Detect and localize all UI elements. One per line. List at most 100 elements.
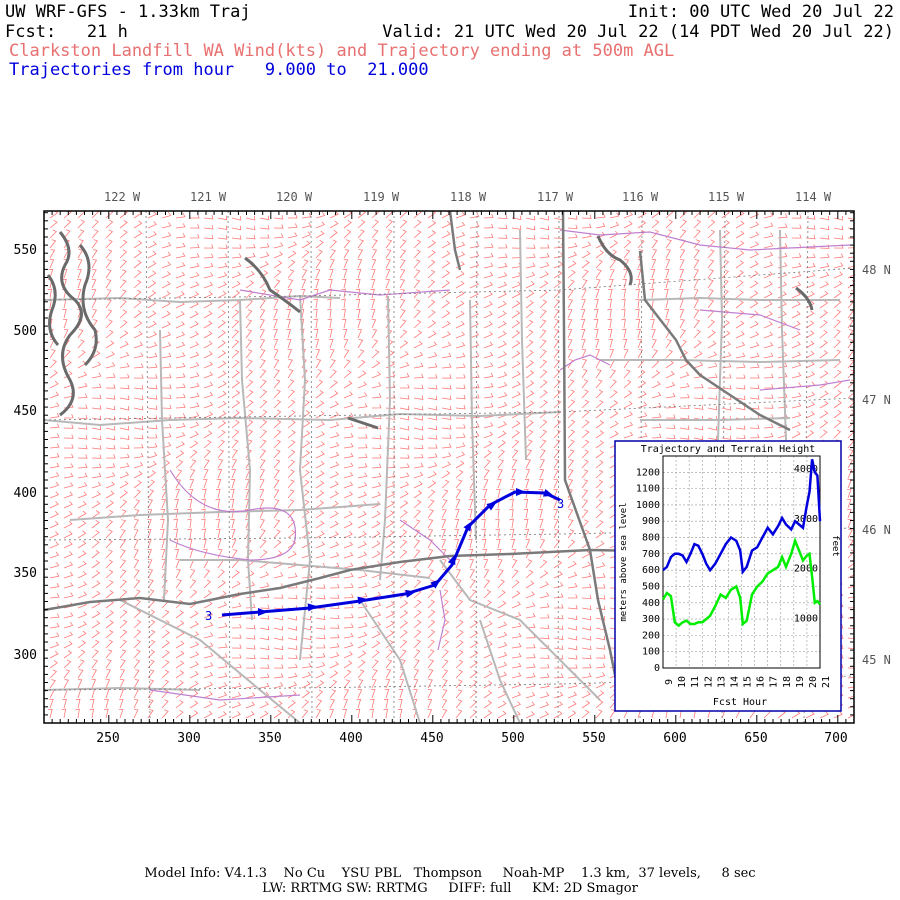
lon-label: 117 W [537, 190, 574, 204]
model-info-line1: Model Info: V4.1.3 No Cu YSU PBL Thompso… [144, 866, 756, 881]
grid-x-label: 600 [663, 731, 686, 746]
trajectory-arrow [405, 589, 416, 598]
bottom-grid-labels: 250 300 350 400 450 500 550 600 650 700 [96, 731, 847, 746]
grid-y-label: 400 [14, 486, 37, 501]
grid-y-label: 450 [14, 404, 37, 419]
inset-left-tick: 900 [642, 516, 660, 527]
grid-x-label: 550 [582, 731, 605, 746]
product-description: Clarkston Landfill WA Wind(kts) and Traj… [9, 41, 675, 61]
grid-y-label: 500 [14, 324, 37, 339]
water-bodies [149, 229, 851, 701]
inset-right-tick: 3000 [794, 514, 818, 525]
inset-left-tick: 800 [642, 533, 660, 544]
lat-label: 47 N [862, 393, 891, 407]
forecast-hour: Fcst: 21 h [5, 22, 128, 42]
inset-left-tick: 200 [642, 630, 660, 641]
inset-right-axis: 1000 2000 3000 4000 [794, 464, 818, 624]
inset-left-tick: 1100 [636, 484, 660, 495]
inset-right-tick: 2000 [794, 564, 818, 575]
trajectory-start-label: 3 [205, 609, 212, 623]
inset-series [661, 459, 822, 628]
lat-label: 48 N [862, 263, 891, 277]
lon-label: 122 W [104, 190, 141, 204]
inset-title: Trajectory and Terrain Height [641, 444, 816, 455]
inset-left-axis: 0 100 200 300 400 500 600 700 800 900 1000 1100 1200 [636, 467, 660, 674]
puget-sound-coastline [46, 231, 814, 430]
inset-ylabel-right: feet [830, 535, 840, 557]
trajectory-arrow [463, 520, 473, 532]
grid-x-label: 300 [177, 731, 200, 746]
inset-series-line [662, 459, 822, 575]
inset-left-tick: 700 [642, 549, 660, 560]
trajectory-end-label: 3 [557, 497, 564, 511]
grid-y-label: 550 [14, 243, 37, 258]
inset-x-tick: 13 [716, 676, 727, 688]
grid-x-label: 650 [744, 731, 767, 746]
inset-x-tick: 12 [703, 676, 714, 688]
lon-label: 120 W [276, 190, 313, 204]
inset-plot-area [662, 455, 821, 669]
inset-x-tick: 14 [729, 676, 740, 688]
trajectory-terrain-inset: Trajectory and Terrain Height 0 100 200 300… [614, 440, 842, 712]
grid-x-label: 350 [258, 731, 281, 746]
inset-x-tick: 17 [769, 676, 780, 688]
inset-x-axis: 9 10 11 12 13 14 15 16 17 18 19 20 21 [664, 676, 832, 688]
model-info-line2: LW: RRTMG SW: RRTMG DIFF: full KM: 2D Sm… [262, 881, 638, 896]
trajectory-arrow [430, 579, 441, 589]
right-latitude-labels: 48 N 47 N 46 N 45 N [862, 263, 891, 667]
lon-label: 119 W [363, 190, 400, 204]
grid-x-label: 700 [824, 731, 847, 746]
inset-right-tick: 1000 [794, 613, 818, 624]
inset-x-tick: 18 [782, 676, 793, 688]
inset-left-tick: 100 [642, 647, 660, 658]
inset-x-tick: 11 [690, 676, 701, 688]
top-longitude-labels: 122 W 121 W 120 W 119 W 118 W 117 W 116 … [104, 190, 832, 204]
inset-left-tick: 500 [642, 581, 660, 592]
inset-left-tick: 300 [642, 614, 660, 625]
inset-xlabel: Fcst Hour [713, 697, 767, 708]
inset-left-tick: 600 [642, 565, 660, 576]
trajectory-arrow [258, 608, 268, 616]
lon-label: 121 W [190, 190, 227, 204]
inset-left-tick: 0 [654, 663, 660, 674]
inset-left-tick: 1200 [636, 467, 660, 478]
lon-label: 118 W [450, 190, 487, 204]
trajectory-arrow [486, 501, 497, 511]
grid-x-label: 250 [96, 731, 119, 746]
lon-label: 116 W [622, 190, 659, 204]
trajectory-arrow [307, 603, 318, 612]
inset-left-tick: 1000 [636, 500, 660, 511]
inset-x-tick: 21 [821, 676, 832, 688]
grid-x-label: 400 [339, 731, 362, 746]
trajectory-arrow [516, 488, 526, 496]
lat-label: 46 N [862, 523, 891, 537]
frame-ticks [43, 211, 854, 724]
state-borders [44, 211, 791, 701]
grid-x-label: 500 [501, 731, 524, 746]
inset-x-tick: 15 [743, 676, 754, 688]
trajectory-range: Trajectories from hour 9.000 to 21.000 [9, 60, 429, 80]
inset-ylabel-left: meters above sea level [619, 502, 629, 621]
grid-y-label: 350 [14, 566, 37, 581]
inset-x-tick: 10 [677, 676, 688, 688]
inset-right-tick: 4000 [794, 464, 818, 475]
inset-frame [614, 440, 842, 712]
lon-label: 114 W [795, 190, 832, 204]
wind-barbs [47, 211, 854, 719]
left-grid-labels: 550 500 450 400 350 300 [14, 243, 37, 663]
lat-label: 45 N [862, 653, 891, 667]
county-lines [44, 229, 841, 723]
init-time: Init: 00 UTC Wed 20 Jul 22 [627, 2, 894, 22]
trajectory-arrow [542, 488, 554, 497]
grid-x-label: 450 [420, 731, 443, 746]
inset-x-tick: 20 [808, 676, 819, 688]
model-title: UW WRF-GFS - 1.33km Traj [5, 2, 251, 22]
trajectory-arrow [357, 596, 368, 605]
inset-series-line [661, 537, 821, 628]
grid-y-label: 300 [14, 648, 37, 663]
trajectory: 3 3 [205, 488, 564, 623]
inset-x-tick: 19 [795, 676, 806, 688]
trajectory-arrow [447, 554, 456, 566]
lon-label: 115 W [708, 190, 745, 204]
